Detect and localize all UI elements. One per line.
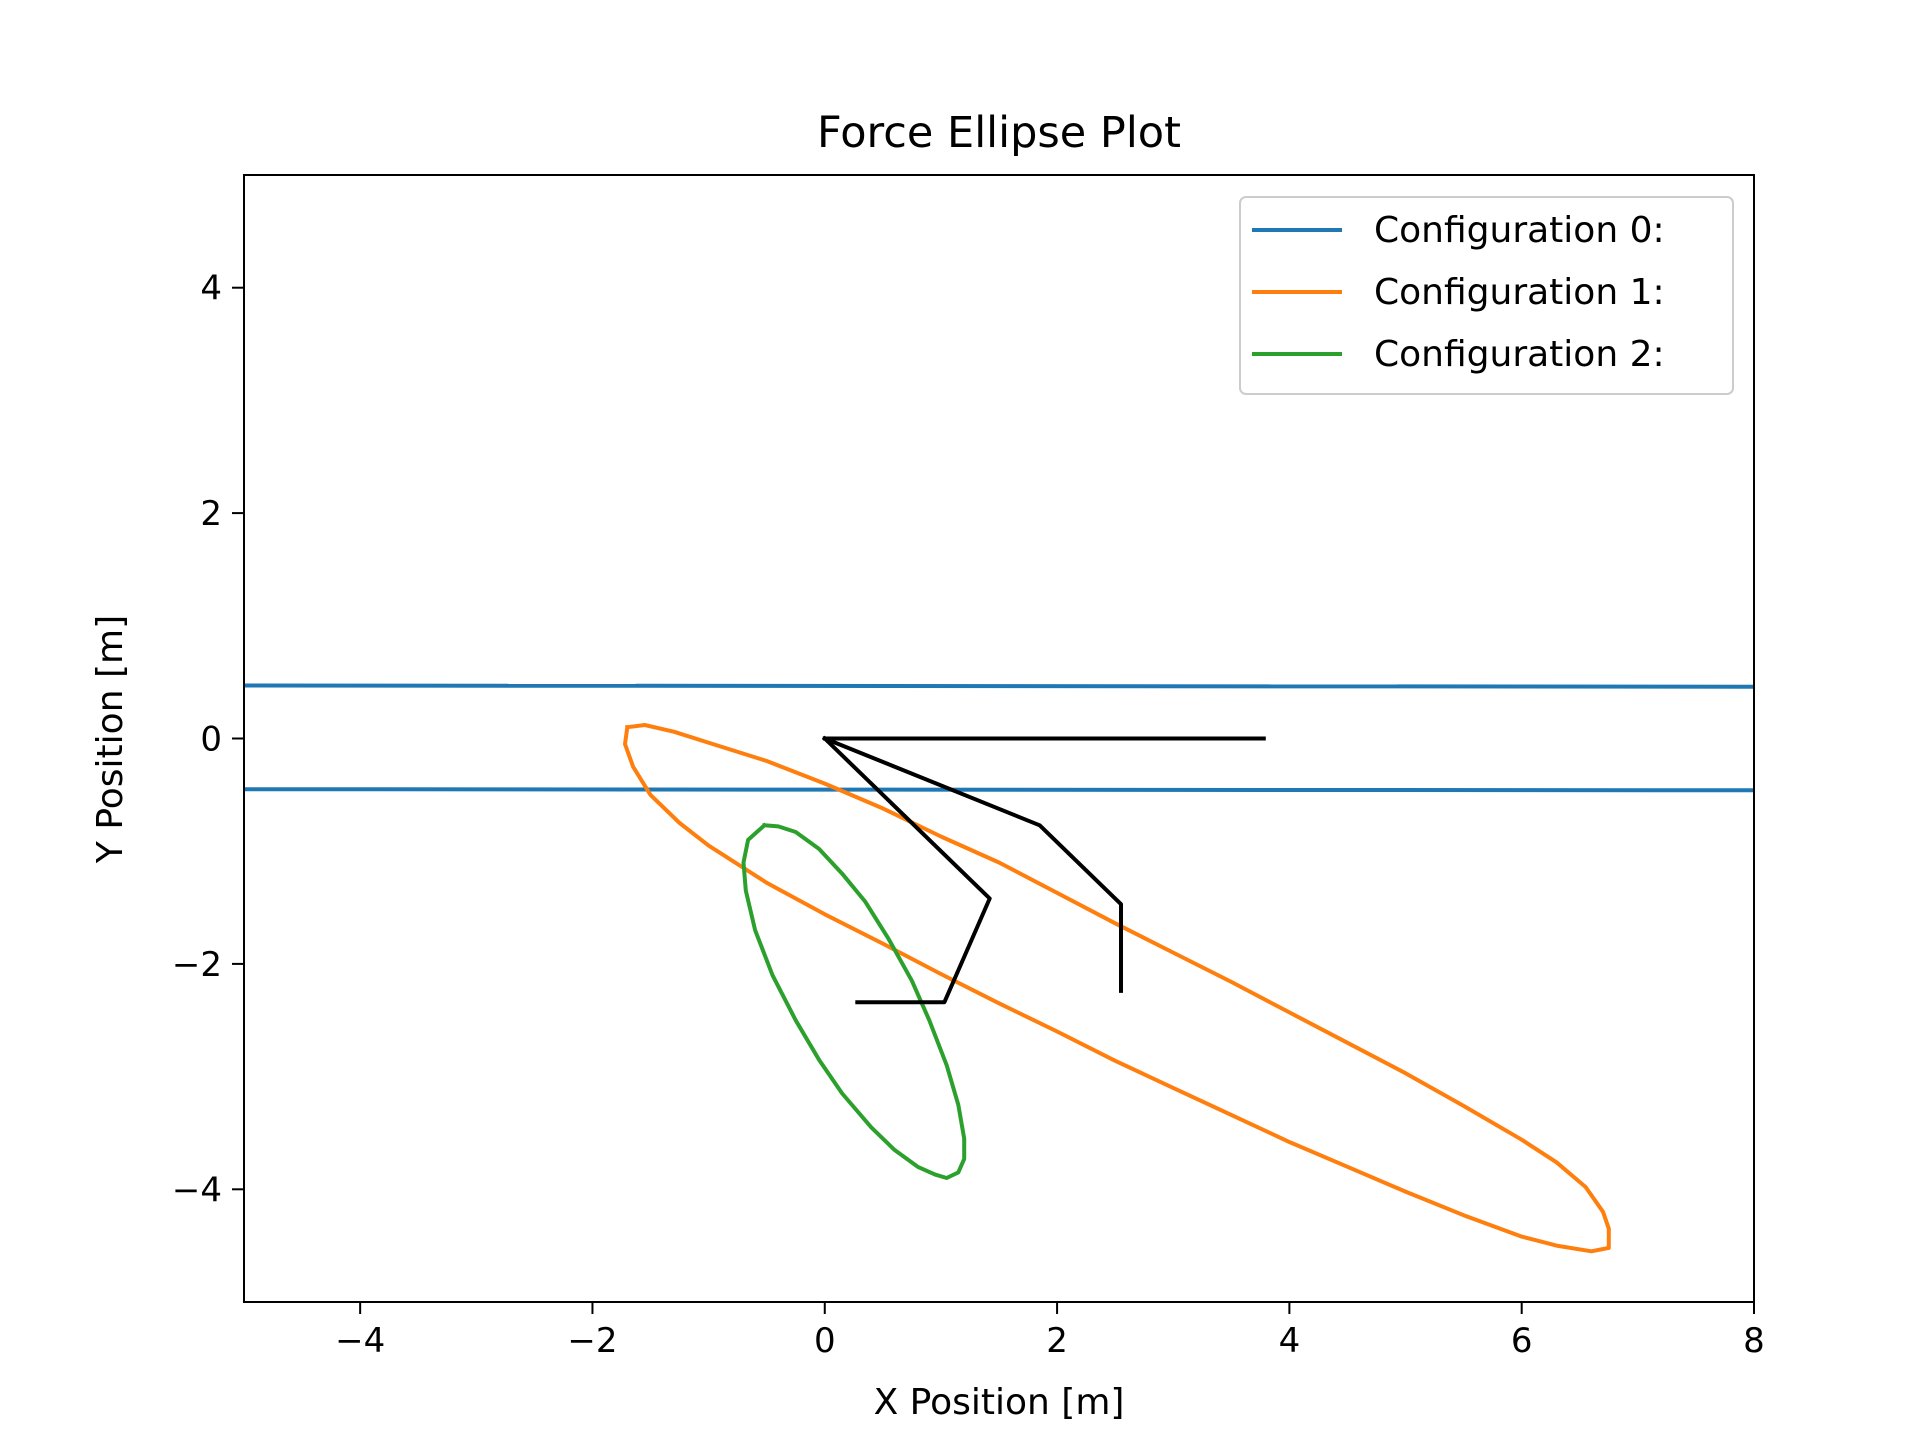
legend: Configuration 0: Configuration 1: Configur… <box>1239 196 1734 395</box>
y-tick-label: 2 <box>200 494 222 534</box>
y-tick-label: −2 <box>172 945 222 985</box>
y-axis-title: Y Position [m] <box>90 615 131 864</box>
legend-entries: Configuration 0: Configuration 1: Configur… <box>1252 210 1665 375</box>
y-tick-label: 4 <box>200 269 222 309</box>
series-linkage-line-2 <box>821 735 992 1005</box>
x-tick-label: 2 <box>1046 1321 1068 1361</box>
series-configuration-0-line-0 <box>244 683 1754 689</box>
ticks-layer: −4 −2 0 2 4 6 8 −4 −2 0 2 4 <box>172 269 1765 1361</box>
x-tick-label: −4 <box>335 1321 385 1361</box>
chart-title: Force Ellipse Plot <box>817 108 1181 158</box>
x-tick-label: −2 <box>567 1321 617 1361</box>
legend-label: Configuration 1: <box>1374 272 1665 313</box>
y-tick-label: −4 <box>172 1170 222 1210</box>
series-linkage-line-1 <box>822 735 1123 993</box>
legend-label: Configuration 0: <box>1374 210 1665 251</box>
x-tick-label: 8 <box>1743 1321 1765 1361</box>
series-configuration-2-line-0 <box>741 822 967 1180</box>
legend-label: Configuration 2: <box>1374 334 1665 375</box>
x-tick-label: 0 <box>814 1321 836 1361</box>
y-tick-label: 0 <box>200 720 222 760</box>
series-configuration-1-line-0 <box>623 723 1611 1254</box>
x-axis-title: X Position [m] <box>874 1382 1125 1423</box>
x-tick-label: 6 <box>1511 1321 1533 1361</box>
legend-box <box>1239 196 1734 395</box>
series-configuration-0-line-1 <box>244 787 1754 793</box>
x-tick-label: 4 <box>1279 1321 1301 1361</box>
series-layer <box>244 683 1754 1254</box>
